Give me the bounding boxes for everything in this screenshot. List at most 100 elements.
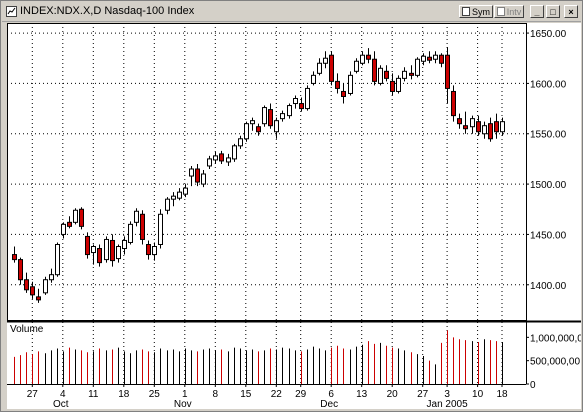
candle-body	[97, 248, 102, 264]
intv-label: Intv	[506, 7, 522, 17]
x-tick-label: 27	[417, 389, 429, 400]
candle-body	[457, 118, 462, 125]
candle-body	[445, 54, 450, 89]
x-axis-area	[7, 384, 526, 409]
candle-body	[213, 155, 218, 161]
maximize-icon: □	[550, 7, 556, 17]
x-tick-label: 13	[356, 389, 368, 400]
candle-body	[207, 158, 212, 167]
volume-panel	[7, 322, 526, 384]
intv-button-icon	[496, 7, 505, 16]
sym-label: Sym	[472, 7, 490, 17]
candle-body	[146, 243, 151, 256]
candle-body	[500, 121, 505, 133]
x-month-label: Dec	[320, 399, 338, 410]
sym-button[interactable]: Sym	[459, 5, 493, 18]
candle-body	[366, 54, 371, 60]
candle-body	[402, 70, 407, 79]
x-tick-label: 8	[213, 389, 219, 400]
candle-body	[201, 173, 206, 185]
candle-body	[116, 246, 121, 260]
candle-body	[384, 70, 389, 79]
candle-body	[470, 118, 475, 128]
candle-body	[158, 213, 163, 245]
candle-body	[152, 246, 157, 256]
candle-body	[85, 235, 90, 256]
x-month-label: Jan 2005	[427, 399, 469, 410]
candle-body	[463, 125, 468, 130]
candle-body	[335, 80, 340, 89]
candle-body	[238, 138, 243, 147]
candle-body	[195, 168, 200, 183]
x-tick-label: 1	[182, 389, 188, 400]
intv-button[interactable]: Intv	[494, 5, 524, 18]
candle-body	[79, 208, 84, 227]
x-tick-label: 20	[387, 389, 399, 400]
candle-body	[24, 279, 29, 291]
candle-body	[287, 105, 292, 117]
price-chart[interactable]: 1650.00 1600.00 1550.00 1500.00 1450.00 1400.…	[4, 21, 581, 410]
candle-body	[390, 80, 395, 92]
sym-button-icon	[462, 7, 470, 16]
x-tick-label: 18	[496, 389, 508, 400]
x-tick-label: 15	[240, 389, 252, 400]
candle-body	[226, 157, 231, 163]
candle-body	[354, 60, 359, 72]
title-bar[interactable]: INDEX:NDX.X,D Nasdaq-100 Index Sym Intv …	[2, 2, 581, 22]
price-tick-label: 1400.00	[530, 281, 567, 292]
x-tick-label: 10	[472, 389, 484, 400]
candle-body	[18, 259, 23, 281]
candle-body	[451, 90, 456, 117]
price-tick-label: 1550.00	[530, 130, 567, 141]
price-tick-label: 1650.00	[530, 29, 567, 40]
x-tick-label: 11	[88, 389, 99, 400]
candle-body	[110, 239, 115, 262]
candle-body	[280, 113, 285, 120]
price-tick-label: 1600.00	[530, 79, 567, 90]
candle-body	[311, 74, 316, 84]
x-tick-label: 29	[295, 389, 307, 400]
axis-area	[526, 23, 581, 409]
candle-body	[329, 54, 334, 82]
candle-body	[43, 279, 48, 294]
candle-body	[177, 191, 182, 199]
candle-body	[372, 58, 377, 82]
candle-body	[140, 213, 145, 240]
candle-body	[73, 209, 78, 223]
window-title: INDEX:NDX.X,D Nasdaq-100 Index	[20, 5, 195, 17]
candle-body	[360, 54, 365, 64]
x-tick-label: 22	[271, 389, 283, 400]
maximize-button[interactable]: □	[546, 5, 560, 18]
candle-body	[378, 67, 383, 84]
x-tick-label: 4	[60, 389, 66, 400]
candle-body	[122, 239, 127, 250]
candle-body	[67, 221, 72, 227]
candle-body	[476, 121, 481, 133]
x-month-label: Oct	[53, 399, 69, 410]
price-tick-label: 1500.00	[530, 180, 567, 191]
candle-body	[12, 254, 17, 261]
volume-tick-label: 0	[530, 380, 536, 391]
x-tick-label: 18	[118, 389, 130, 400]
candle-body	[250, 120, 255, 125]
candle-body	[482, 125, 487, 135]
chart-window-icon	[6, 6, 17, 17]
candle-body	[396, 77, 401, 92]
candle-body	[433, 54, 438, 60]
x-tick-label: 25	[149, 389, 161, 400]
candle-body	[189, 168, 194, 177]
minimize-button[interactable]: _	[530, 5, 544, 18]
x-tick-label: 3	[444, 389, 450, 400]
close-button[interactable]: ×	[564, 5, 578, 18]
candle-body	[299, 103, 304, 110]
candle-body	[415, 58, 420, 76]
x-month-label: Nov	[174, 399, 192, 410]
x-tick-label: 6	[328, 389, 334, 400]
candle-body	[36, 296, 41, 301]
candle-body	[274, 120, 279, 133]
candle-body	[293, 98, 298, 105]
candle-body	[49, 274, 54, 281]
candle-body	[128, 223, 133, 243]
candle-body	[91, 246, 96, 254]
